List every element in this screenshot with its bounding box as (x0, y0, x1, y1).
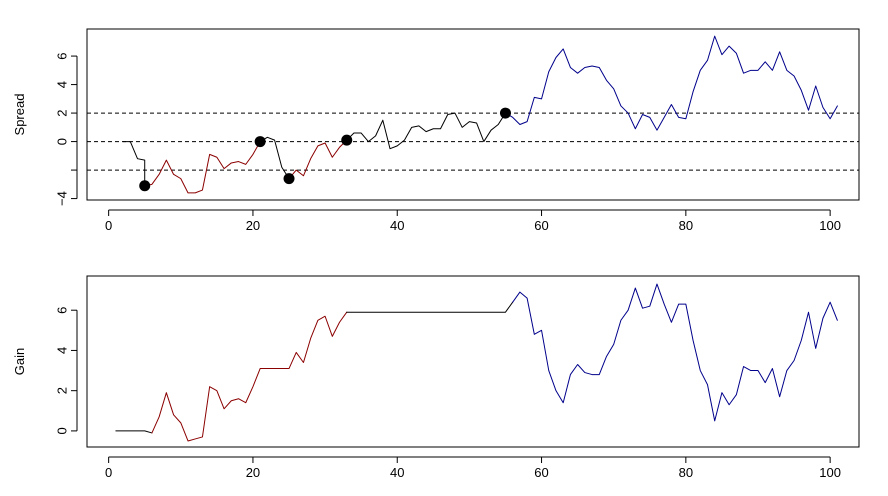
plot-frame (86, 275, 860, 448)
x-tick-label: 80 (679, 218, 693, 233)
x-tick-label: 40 (390, 465, 404, 480)
series-line (144, 141, 261, 194)
event-point (499, 107, 511, 119)
y-axis-title: Spread (12, 94, 27, 136)
series-line (346, 112, 506, 150)
x-tick-label: 100 (819, 218, 841, 233)
y-tick-label: 2 (54, 387, 69, 394)
y-axis-title: Gain (12, 348, 27, 375)
y-tick-label: −4 (54, 191, 69, 206)
spread-panel: 0 20 40 60 80 100 −4 0 2 4 6 Spread (12, 28, 860, 233)
plot-frame (86, 28, 860, 201)
y-tick-label: 6 (54, 307, 69, 314)
x-tick-label: 60 (534, 465, 548, 480)
gain-panel: 0 20 40 60 80 100 0 2 4 6 Gain (12, 275, 860, 480)
x-tick-label: 0 (105, 218, 112, 233)
y-tick-label: 4 (54, 347, 69, 354)
series-line (512, 283, 838, 422)
x-tick-label: 100 (819, 465, 841, 480)
x-tick-label: 60 (534, 218, 548, 233)
y-tick-label: 4 (54, 81, 69, 88)
x-tick-label: 40 (390, 218, 404, 233)
event-point (283, 173, 295, 185)
x-tick-label: 0 (105, 465, 112, 480)
y-tick-label: 0 (54, 427, 69, 434)
x-tick-label: 20 (246, 465, 260, 480)
y-tick-label: 0 (54, 138, 69, 145)
x-tick-label: 80 (679, 465, 693, 480)
event-point (139, 180, 151, 192)
series-line (504, 35, 838, 131)
x-tick-label: 20 (246, 218, 260, 233)
series-line (259, 136, 290, 180)
y-tick-label: 6 (54, 52, 69, 59)
series-line (151, 311, 348, 442)
series-line (122, 141, 146, 187)
series-line (115, 430, 153, 434)
y-tick-label: 2 (54, 109, 69, 116)
series-line (346, 301, 514, 313)
series-line (288, 139, 348, 180)
event-point (341, 134, 353, 146)
event-point (254, 136, 266, 148)
